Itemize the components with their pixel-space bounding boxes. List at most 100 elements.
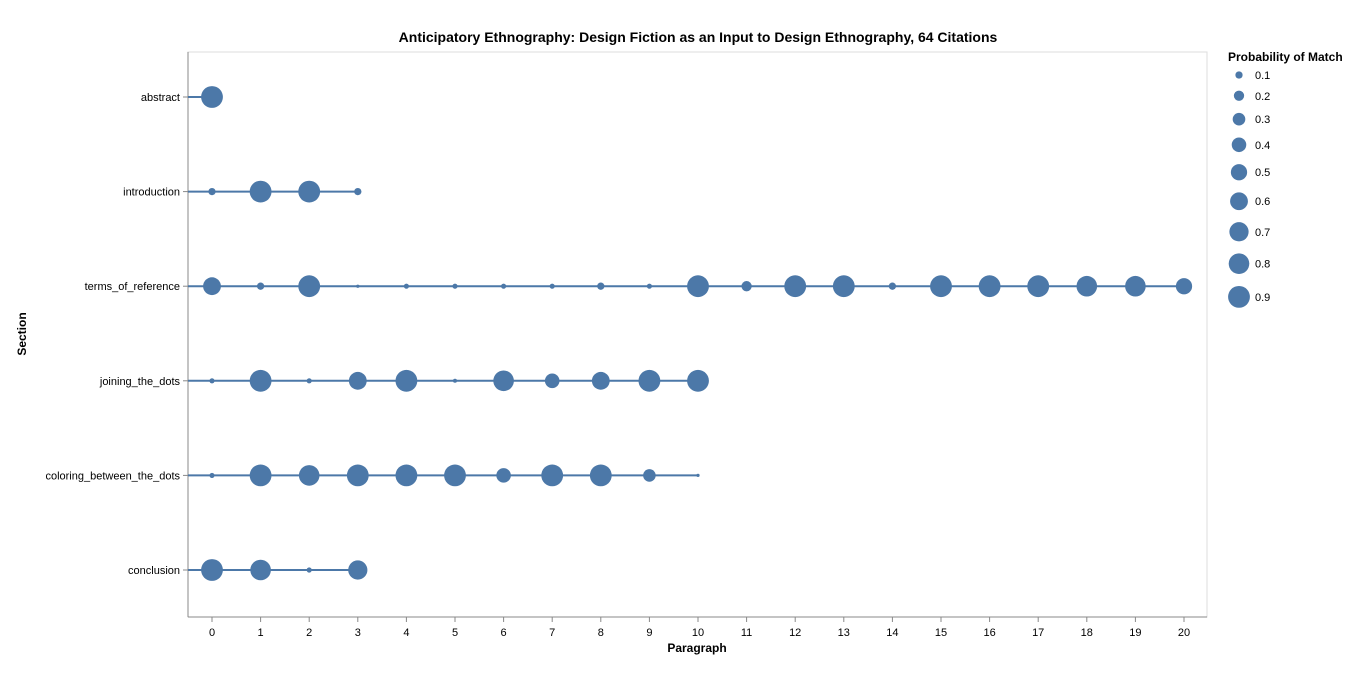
legend-symbol (1230, 192, 1248, 211)
y-axis-title: Section (15, 312, 29, 355)
legend-symbol (1230, 164, 1248, 181)
x-tick-label: 10 (692, 627, 704, 639)
legend-label: 0.8 (1255, 259, 1270, 271)
data-point (589, 464, 612, 487)
data-point (306, 567, 312, 573)
y-tick-label: introduction (123, 187, 180, 199)
data-point (249, 464, 272, 487)
data-point (298, 180, 321, 203)
x-tick-label: 8 (598, 627, 604, 639)
x-tick-label: 9 (646, 627, 652, 639)
x-tick-label: 16 (983, 627, 995, 639)
legend-label: 0.7 (1255, 227, 1270, 239)
data-point (591, 371, 610, 390)
x-tick-label: 6 (501, 627, 507, 639)
y-tick-label: terms_of_reference (85, 281, 180, 293)
legend: 0.1 0.2 0.3 0.4 0.5 0.6 0.7 0.8 0.9 (1228, 70, 1270, 308)
legend-symbol (1233, 90, 1245, 101)
data-point (1076, 275, 1098, 297)
data-point (298, 275, 321, 298)
data-point (978, 275, 1001, 298)
data-point (1175, 278, 1193, 295)
data-point (453, 378, 457, 383)
data-point (203, 277, 221, 296)
data-point (930, 275, 952, 298)
data-point (249, 180, 272, 203)
data-point (452, 283, 458, 289)
data-point (1027, 275, 1050, 298)
x-tick-label: 17 (1032, 627, 1044, 639)
x-tick-label: 13 (838, 627, 850, 639)
data-point (1125, 275, 1146, 297)
legend-symbol (1235, 71, 1243, 79)
data-point (356, 284, 360, 288)
legend-symbol (1228, 285, 1250, 308)
x-tick-label: 11 (741, 627, 752, 639)
data-point (643, 469, 656, 482)
y-tick-label: coloring_between_the_dots (45, 470, 180, 482)
data-point (403, 283, 409, 289)
legend-label: 0.2 (1255, 91, 1270, 103)
data-point (541, 464, 564, 487)
data-point (208, 187, 216, 196)
data-point (348, 371, 367, 390)
legend-symbol (1228, 253, 1250, 274)
data-point (348, 560, 368, 580)
x-tick-label: 3 (355, 627, 361, 639)
legend-symbol (1231, 137, 1247, 153)
legend-symbol (1232, 112, 1246, 126)
x-tick-label: 1 (258, 627, 264, 639)
x-tick-label: 4 (403, 627, 409, 639)
data-point (687, 369, 709, 392)
data-point (346, 464, 369, 487)
data-point (201, 559, 223, 581)
x-tick-label: 0 (209, 627, 215, 639)
data-point (646, 283, 652, 289)
legend-title: Probability of Match (1228, 50, 1343, 64)
legend-label: 0.1 (1255, 70, 1270, 82)
data-point (638, 369, 661, 392)
data-point (250, 559, 271, 581)
data-point (549, 283, 555, 289)
data-point (298, 465, 320, 486)
data-point (784, 275, 807, 298)
x-tick-label: 20 (1178, 627, 1190, 639)
data-point (832, 275, 855, 298)
x-tick-label: 18 (1081, 627, 1093, 639)
data-point (496, 468, 511, 483)
legend-symbol (1229, 222, 1249, 242)
y-tick-label: conclusion (128, 565, 180, 577)
legend-label: 0.5 (1255, 167, 1270, 179)
x-tick-label: 7 (549, 627, 555, 639)
y-tick-label: abstract (141, 92, 180, 104)
chart-title: Anticipatory Ethnography: Design Fiction… (399, 29, 998, 45)
plot-layer: 0 1 2 3 4 5 6 7 8 9 10 11 12 13 14 15 16 17 18 19 20abstract… (45, 51, 1208, 639)
legend-label: 0.6 (1255, 196, 1270, 208)
data-point (256, 282, 265, 290)
data-point (687, 275, 709, 298)
data-point (209, 378, 215, 384)
data-point (544, 373, 560, 389)
data-point (306, 378, 312, 384)
plot-frame (187, 51, 1208, 618)
data-point (493, 370, 514, 392)
x-tick-label: 19 (1129, 627, 1141, 639)
legend-label: 0.4 (1255, 140, 1270, 152)
x-axis-title: Paragraph (667, 641, 726, 655)
data-point (395, 464, 418, 487)
x-tick-label: 2 (306, 627, 312, 639)
data-point (444, 464, 466, 487)
data-point (395, 369, 418, 392)
data-point (696, 473, 700, 478)
legend-label: 0.9 (1255, 292, 1270, 304)
data-point (249, 369, 272, 392)
x-tick-label: 14 (886, 627, 898, 639)
x-tick-label: 15 (935, 627, 947, 639)
data-point (597, 282, 605, 290)
data-point (888, 282, 897, 290)
data-point (501, 283, 507, 289)
data-point (201, 86, 223, 108)
data-point (354, 187, 362, 196)
